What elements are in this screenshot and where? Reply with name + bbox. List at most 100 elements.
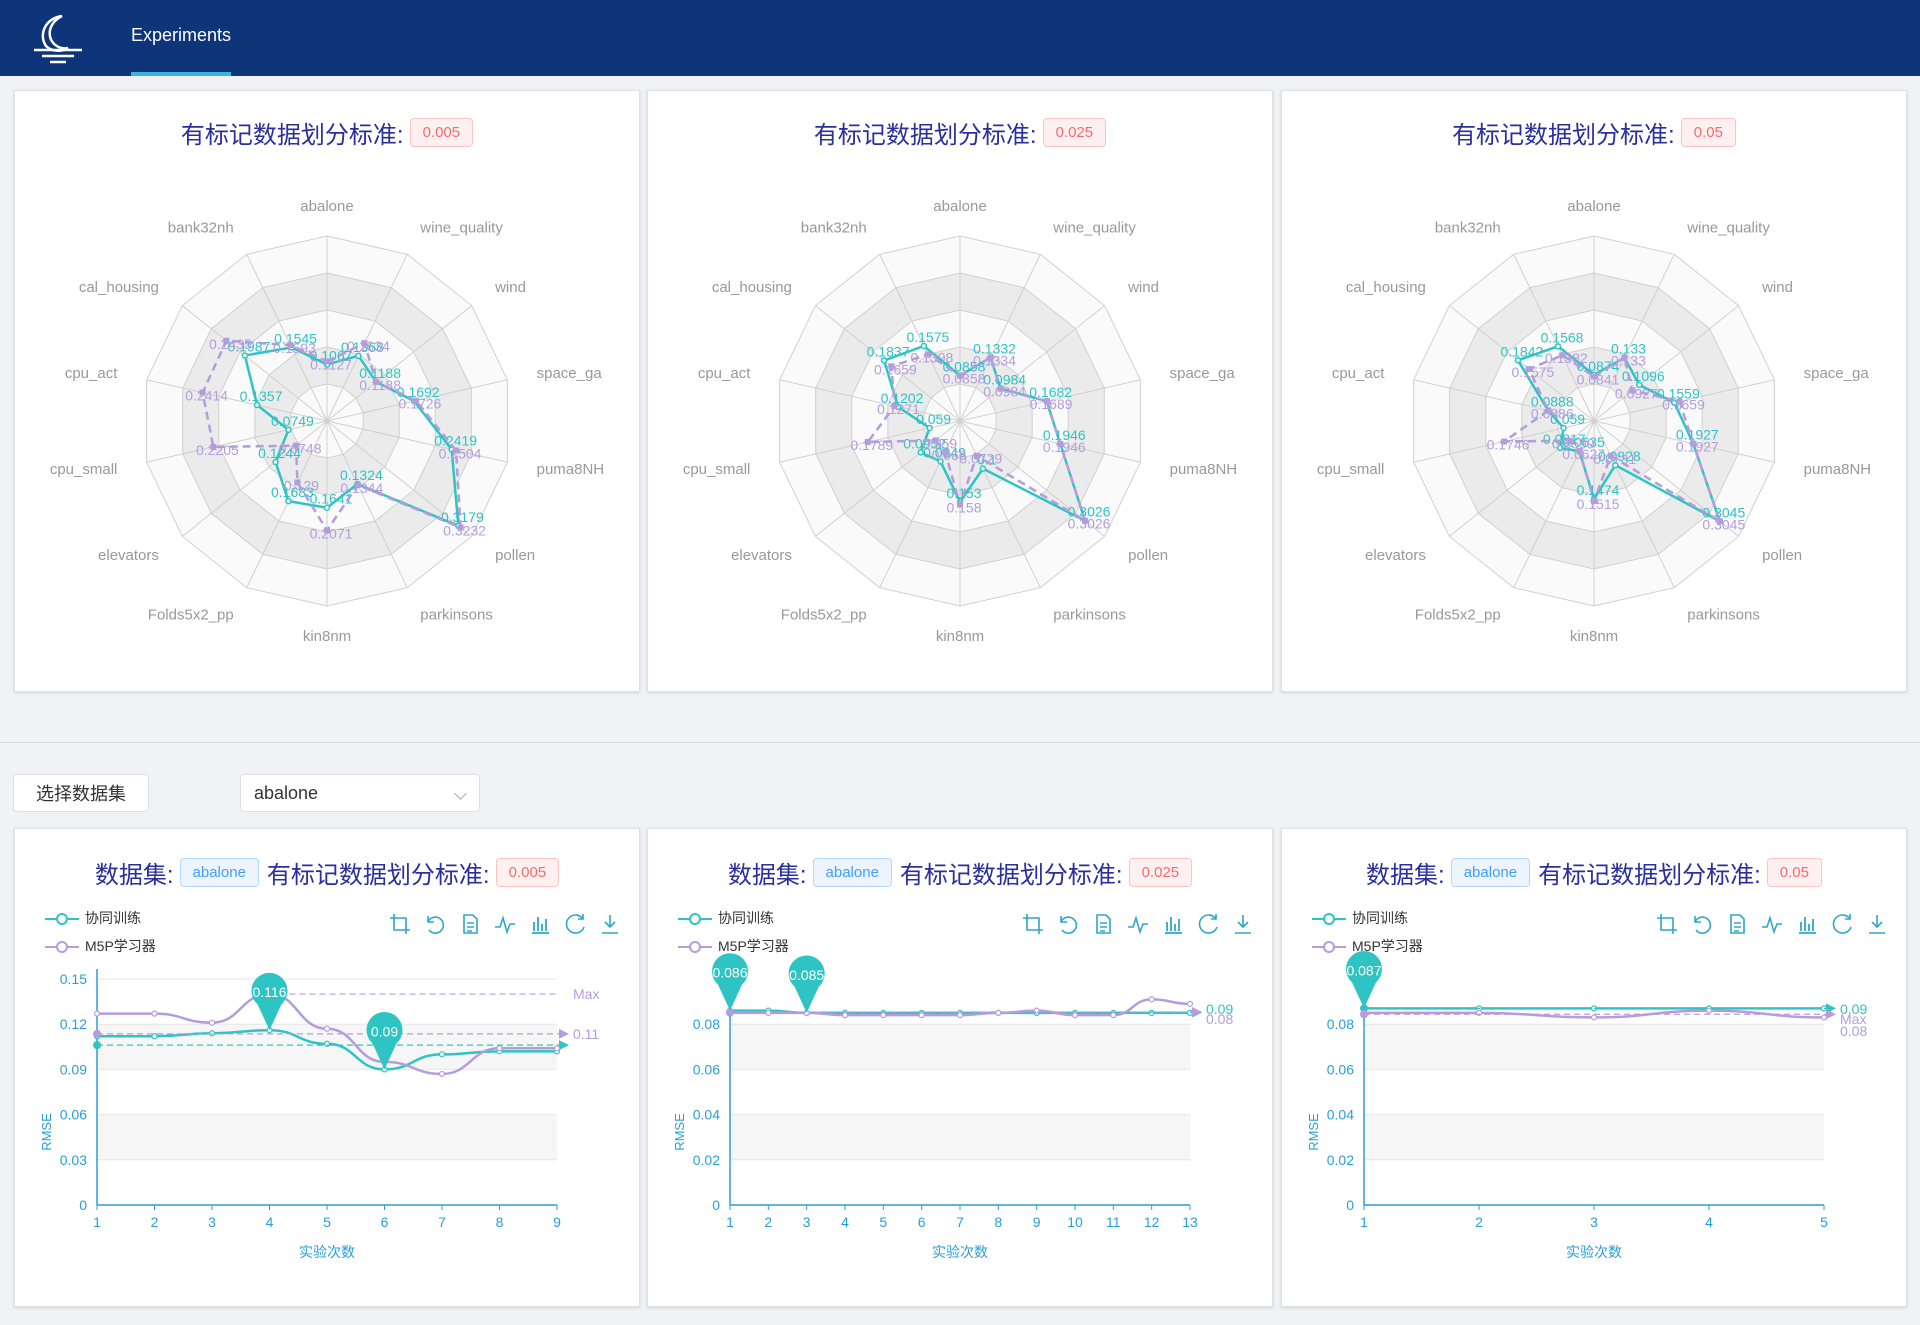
radar-indicator-label: pollen [1762, 547, 1802, 564]
moon-logo-icon[interactable] [28, 12, 88, 64]
data-view-icon[interactable] [459, 913, 481, 935]
restore-icon[interactable] [1831, 913, 1853, 935]
line-chart-icon[interactable] [1761, 913, 1783, 935]
select-dataset-button[interactable]: 选择数据集 [13, 774, 149, 812]
line-chart-icon-glyph [1128, 915, 1148, 935]
series-point [1820, 1014, 1828, 1021]
markpoint-label: 0.087 [1346, 962, 1381, 978]
radar-indicator-label: space_ga [537, 365, 603, 382]
line-card-2: 数据集: abalone 有标记数据划分标准: 0.025 协同训练 M5P学习器 0 0.… [647, 828, 1273, 1307]
data-view-icon[interactable] [1726, 913, 1748, 935]
grid-band [730, 1024, 1190, 1070]
radar-point [926, 424, 933, 432]
series-point [880, 1012, 887, 1019]
grid-band [730, 1114, 1190, 1160]
series-point [1148, 996, 1155, 1003]
split-badge: 0.025 [1042, 118, 1107, 147]
legend-item-series1[interactable]: 协同训练 [1312, 909, 1408, 927]
undo-icon[interactable] [1691, 913, 1713, 935]
x-tick-label: 8 [496, 1214, 504, 1230]
radar-point [294, 479, 301, 486]
dataset-select[interactable]: abalone [240, 774, 480, 812]
radar-point [942, 448, 949, 455]
radar-value-label: 0.2071 [310, 525, 353, 541]
legend-item-series2[interactable]: M5P学习器 [45, 937, 156, 955]
undo-icon[interactable] [424, 913, 446, 935]
radar-point [354, 482, 361, 489]
radar-indicator-label: cal_housing [712, 279, 792, 296]
radar-value-label: 0.1202 [881, 390, 924, 406]
line-chart-icon[interactable] [1127, 913, 1149, 935]
series-point [1705, 1007, 1713, 1014]
radar-title-label: 有标记数据划分标准: [180, 122, 404, 149]
crop-icon[interactable] [389, 913, 411, 935]
radar-point [1576, 447, 1583, 454]
y-tick-label: 0.12 [60, 1016, 87, 1032]
undo-icon[interactable] [1057, 913, 1079, 935]
download-icon[interactable] [1866, 913, 1888, 935]
data-view-icon[interactable] [1092, 913, 1114, 935]
bar-chart-icon[interactable] [1796, 913, 1818, 935]
radar-value-label: 0.1726 [399, 396, 442, 412]
radar-point [973, 452, 980, 459]
radar-point [1621, 354, 1628, 361]
legend-item-series2[interactable]: M5P学习器 [678, 937, 789, 955]
y-tick-label: 0.08 [1327, 1016, 1354, 1032]
tab-experiments[interactable]: Experiments [131, 0, 232, 76]
bar-chart-icon[interactable] [529, 913, 551, 935]
radar-value-label: 0.2504 [439, 445, 482, 461]
legend-item-series2[interactable]: M5P学习器 [1312, 937, 1423, 955]
restore-icon-glyph [565, 914, 585, 934]
radar-axis-line [815, 305, 961, 422]
crop-icon[interactable] [1022, 913, 1044, 935]
radar-indicator-label: kin8nm [1570, 628, 1618, 645]
download-icon[interactable] [1232, 913, 1254, 935]
split-badge: 0.005 [495, 858, 560, 887]
y-tick-label: 0.15 [60, 971, 87, 987]
restore-icon[interactable] [564, 913, 586, 935]
download-icon[interactable] [599, 913, 621, 935]
radar-indicator-label: space_ga [1170, 365, 1236, 382]
legend-line-icon [1312, 941, 1346, 954]
radar-axis-line [326, 254, 408, 422]
radar-indicator-label: elevators [731, 547, 792, 564]
radar-point [1560, 424, 1567, 432]
y-tick-label: 0.03 [60, 1152, 87, 1168]
dataset-badge: abalone [812, 858, 892, 887]
line-card-title: 数据集: abalone 有标记数据划分标准: 0.05 [1282, 855, 1906, 890]
radar-value-label: 0.059 [916, 411, 951, 427]
markline-label: Max [573, 986, 599, 1002]
dataset-badge: abalone [179, 858, 259, 887]
radar-value-label: 0.1634 [347, 338, 390, 354]
crop-icon[interactable] [1656, 913, 1678, 935]
radar-value-label: 0.1357 [240, 388, 283, 404]
line-chart[interactable]: 00.020.040.060.081 2 3 4 5 6 7 8 9 10 11 12 13RMSE实验… [648, 829, 1272, 1306]
markpoint-label: 0.085 [789, 967, 824, 983]
markpoint-pin [366, 1011, 403, 1070]
legend-item-series1[interactable]: 协同训练 [45, 909, 141, 927]
bar-chart-icon-glyph [1165, 917, 1182, 934]
radar-point [880, 357, 888, 364]
restore-icon[interactable] [1197, 913, 1219, 935]
line-chart-icon[interactable] [494, 913, 516, 935]
markpoint-pin [251, 972, 288, 1031]
radar-title-label: 有标记数据划分标准: [1452, 122, 1675, 149]
radar-value-label: 0.158 [946, 500, 981, 516]
radar-value-label: 0.3179 [441, 509, 484, 525]
line-chart[interactable]: 00.020.040.060.081 2 3 4 5RMSE实验次数0.09Max0.0… [1282, 829, 1906, 1306]
radar-point [324, 358, 330, 365]
legend-line-icon [678, 913, 712, 926]
legend-item-series1[interactable]: 协同训练 [678, 909, 774, 927]
chart-toolbox [1656, 913, 1901, 935]
grid-band [1364, 1024, 1824, 1070]
bar-chart-icon[interactable] [1162, 913, 1184, 935]
y-tick-label: 0.09 [60, 1061, 87, 1077]
line-chart[interactable]: 0 0.03 0.06 0.09 0.12 0.15 1 2 3 4 5 6 7 8 9 RMSE 实验次数 Ma… [15, 829, 639, 1306]
radar-indicator-label: wine_quality [1686, 219, 1770, 236]
radar-point [1501, 438, 1508, 445]
markline-start-dot [1360, 1010, 1368, 1019]
radar-value-label: 0.059 [922, 435, 957, 451]
